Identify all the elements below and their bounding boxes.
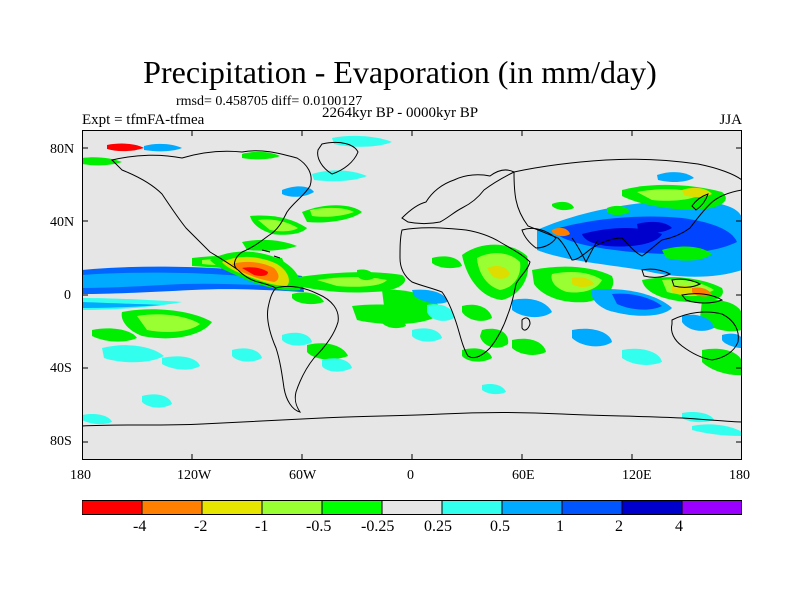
colorbar-cell: [261, 500, 323, 515]
experiment-label: Expt = tfmFA-tfmea: [82, 112, 205, 128]
period-text: 2264kyr BP - 0000kyr BP: [322, 105, 479, 121]
x-tick-180w: 180: [70, 468, 91, 483]
colorbar-cell: [561, 500, 623, 515]
y-tick-80n: 80N: [50, 142, 75, 157]
colorbar-label-neg1: -1: [255, 518, 269, 535]
colorbar-cell: [501, 500, 563, 515]
axis-ticks: [82, 130, 742, 460]
colorbar-label-1: 1: [556, 518, 564, 535]
colorbar-label-neg2: -2: [194, 518, 208, 535]
colorbar-cell: [381, 500, 443, 515]
colorbar-label-0-25: 0.25: [424, 518, 452, 535]
colorbar-label-neg0-25: -0.25: [361, 518, 395, 535]
colorbar-label-neg0-5: -0.5: [306, 518, 332, 535]
coastlines: [82, 141, 742, 427]
north-atlantic-anomaly: [82, 135, 392, 223]
colorbar-label-neg4: -4: [133, 518, 147, 535]
colorbar-label-4: 4: [675, 518, 683, 535]
tropical-atlantic-anomaly: [292, 272, 447, 325]
x-tick-180e: 180: [729, 468, 750, 483]
africa-anomaly: [357, 244, 529, 348]
colorbar-cell: [681, 500, 742, 515]
stats-text: rmsd= 0.458705 diff= 0.0100127: [176, 94, 363, 109]
colorbar-label-0-5: 0.5: [490, 518, 510, 535]
colorbar-cell: [82, 500, 143, 515]
y-tick-80s: 80S: [50, 434, 72, 449]
indian-ocean-anomaly: [512, 246, 742, 332]
plot-title: Precipitation - Evaporation (in mm/day): [143, 54, 657, 90]
colorbar-cell: [621, 500, 683, 515]
x-tick-0: 0: [407, 468, 414, 483]
southern-hemisphere-anomaly: [82, 309, 742, 436]
colorbar-label-2: 2: [615, 518, 623, 535]
y-tick-0: 0: [64, 288, 71, 303]
x-tick-120e: 120E: [622, 468, 652, 483]
x-tick-120w: 120W: [177, 468, 212, 483]
colorbar-cell: [141, 500, 203, 515]
map-plot: [82, 130, 742, 460]
colorbar-cell: [321, 500, 383, 515]
season-label: JJA: [719, 112, 742, 128]
central-america-anomaly: [210, 215, 307, 291]
y-tick-40n: 40N: [50, 215, 75, 230]
x-tick-60e: 60E: [512, 468, 535, 483]
x-tick-60w: 60W: [289, 468, 317, 483]
colorbar: [82, 500, 742, 515]
colorbar-cell: [201, 500, 263, 515]
islands: [261, 249, 281, 259]
y-tick-40s: 40S: [50, 361, 72, 376]
colorbar-cell: [441, 500, 503, 515]
